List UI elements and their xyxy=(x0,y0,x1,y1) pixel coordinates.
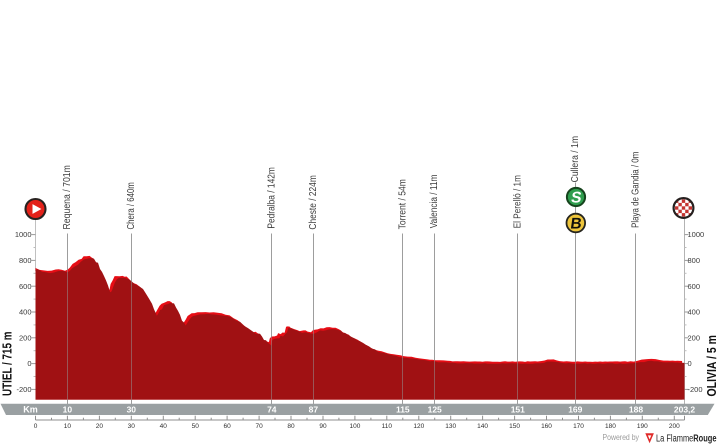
svg-text:Cullera / 1m: Cullera / 1m xyxy=(570,136,581,182)
svg-text:Cheste / 224m: Cheste / 224m xyxy=(308,175,319,229)
svg-text:10: 10 xyxy=(64,423,72,430)
svg-text:La FlammeRouge: La FlammeRouge xyxy=(656,434,717,445)
svg-text:0: 0 xyxy=(34,423,38,430)
svg-text:60: 60 xyxy=(223,423,231,430)
svg-text:Playa de Gandia / 0m: Playa de Gandia / 0m xyxy=(631,152,642,228)
svg-text:-200: -200 xyxy=(688,385,703,394)
svg-text:50: 50 xyxy=(192,423,200,430)
svg-text:Requena / 701m: Requena / 701m xyxy=(62,165,73,229)
svg-text:200: 200 xyxy=(669,423,680,430)
svg-text:30: 30 xyxy=(127,405,137,415)
svg-text:120: 120 xyxy=(413,423,424,430)
svg-text:203,2: 203,2 xyxy=(674,405,696,415)
svg-text:180: 180 xyxy=(605,423,616,430)
svg-text:115: 115 xyxy=(396,405,410,415)
svg-text:40: 40 xyxy=(160,423,168,430)
svg-text:600: 600 xyxy=(688,282,701,291)
svg-text:20: 20 xyxy=(96,423,104,430)
svg-text:1000: 1000 xyxy=(15,230,32,239)
svg-text:74: 74 xyxy=(267,405,277,415)
svg-text:800: 800 xyxy=(688,256,701,265)
svg-text:Chera / 640m: Chera / 640m xyxy=(126,182,137,229)
svg-text:El Perelló / 1m: El Perelló / 1m xyxy=(512,175,523,228)
svg-text:140: 140 xyxy=(477,423,488,430)
svg-text:10: 10 xyxy=(63,405,73,415)
svg-text:Km: Km xyxy=(23,405,38,415)
svg-text:Valencia / 11m: Valencia / 11m xyxy=(429,175,440,229)
svg-text:188: 188 xyxy=(629,405,643,415)
svg-text:90: 90 xyxy=(319,423,327,430)
svg-text:87: 87 xyxy=(309,405,319,415)
svg-text:200: 200 xyxy=(19,333,32,342)
svg-text:200: 200 xyxy=(688,333,701,342)
svg-text:Powered by: Powered by xyxy=(603,432,640,442)
svg-text:130: 130 xyxy=(445,423,456,430)
svg-text:0: 0 xyxy=(27,359,31,368)
svg-text:B: B xyxy=(569,216,583,233)
svg-text:169: 169 xyxy=(568,405,582,415)
svg-text:100: 100 xyxy=(349,423,360,430)
svg-text:-200: -200 xyxy=(16,385,31,394)
svg-text:800: 800 xyxy=(19,256,32,265)
svg-text:70: 70 xyxy=(255,423,263,430)
svg-text:Pedralba / 142m: Pedralba / 142m xyxy=(266,167,277,229)
svg-text:150: 150 xyxy=(509,423,520,430)
svg-text:1000: 1000 xyxy=(688,230,705,239)
svg-text:125: 125 xyxy=(428,405,442,415)
svg-text:OLIVIA / 5 m: OLIVIA / 5 m xyxy=(704,335,719,397)
svg-text:Torrent / 54m: Torrent / 54m xyxy=(397,179,408,229)
svg-text:UTIEL / 715 m: UTIEL / 715 m xyxy=(1,332,15,397)
svg-text:190: 190 xyxy=(637,423,648,430)
svg-text:600: 600 xyxy=(19,282,32,291)
svg-text:151: 151 xyxy=(511,405,525,415)
svg-text:S: S xyxy=(570,190,583,207)
svg-text:110: 110 xyxy=(382,423,393,430)
svg-text:0: 0 xyxy=(688,359,692,368)
svg-text:80: 80 xyxy=(287,423,295,430)
svg-text:170: 170 xyxy=(573,423,584,430)
svg-text:30: 30 xyxy=(128,423,136,430)
svg-text:400: 400 xyxy=(19,308,32,317)
svg-text:400: 400 xyxy=(688,308,701,317)
svg-text:160: 160 xyxy=(541,423,552,430)
